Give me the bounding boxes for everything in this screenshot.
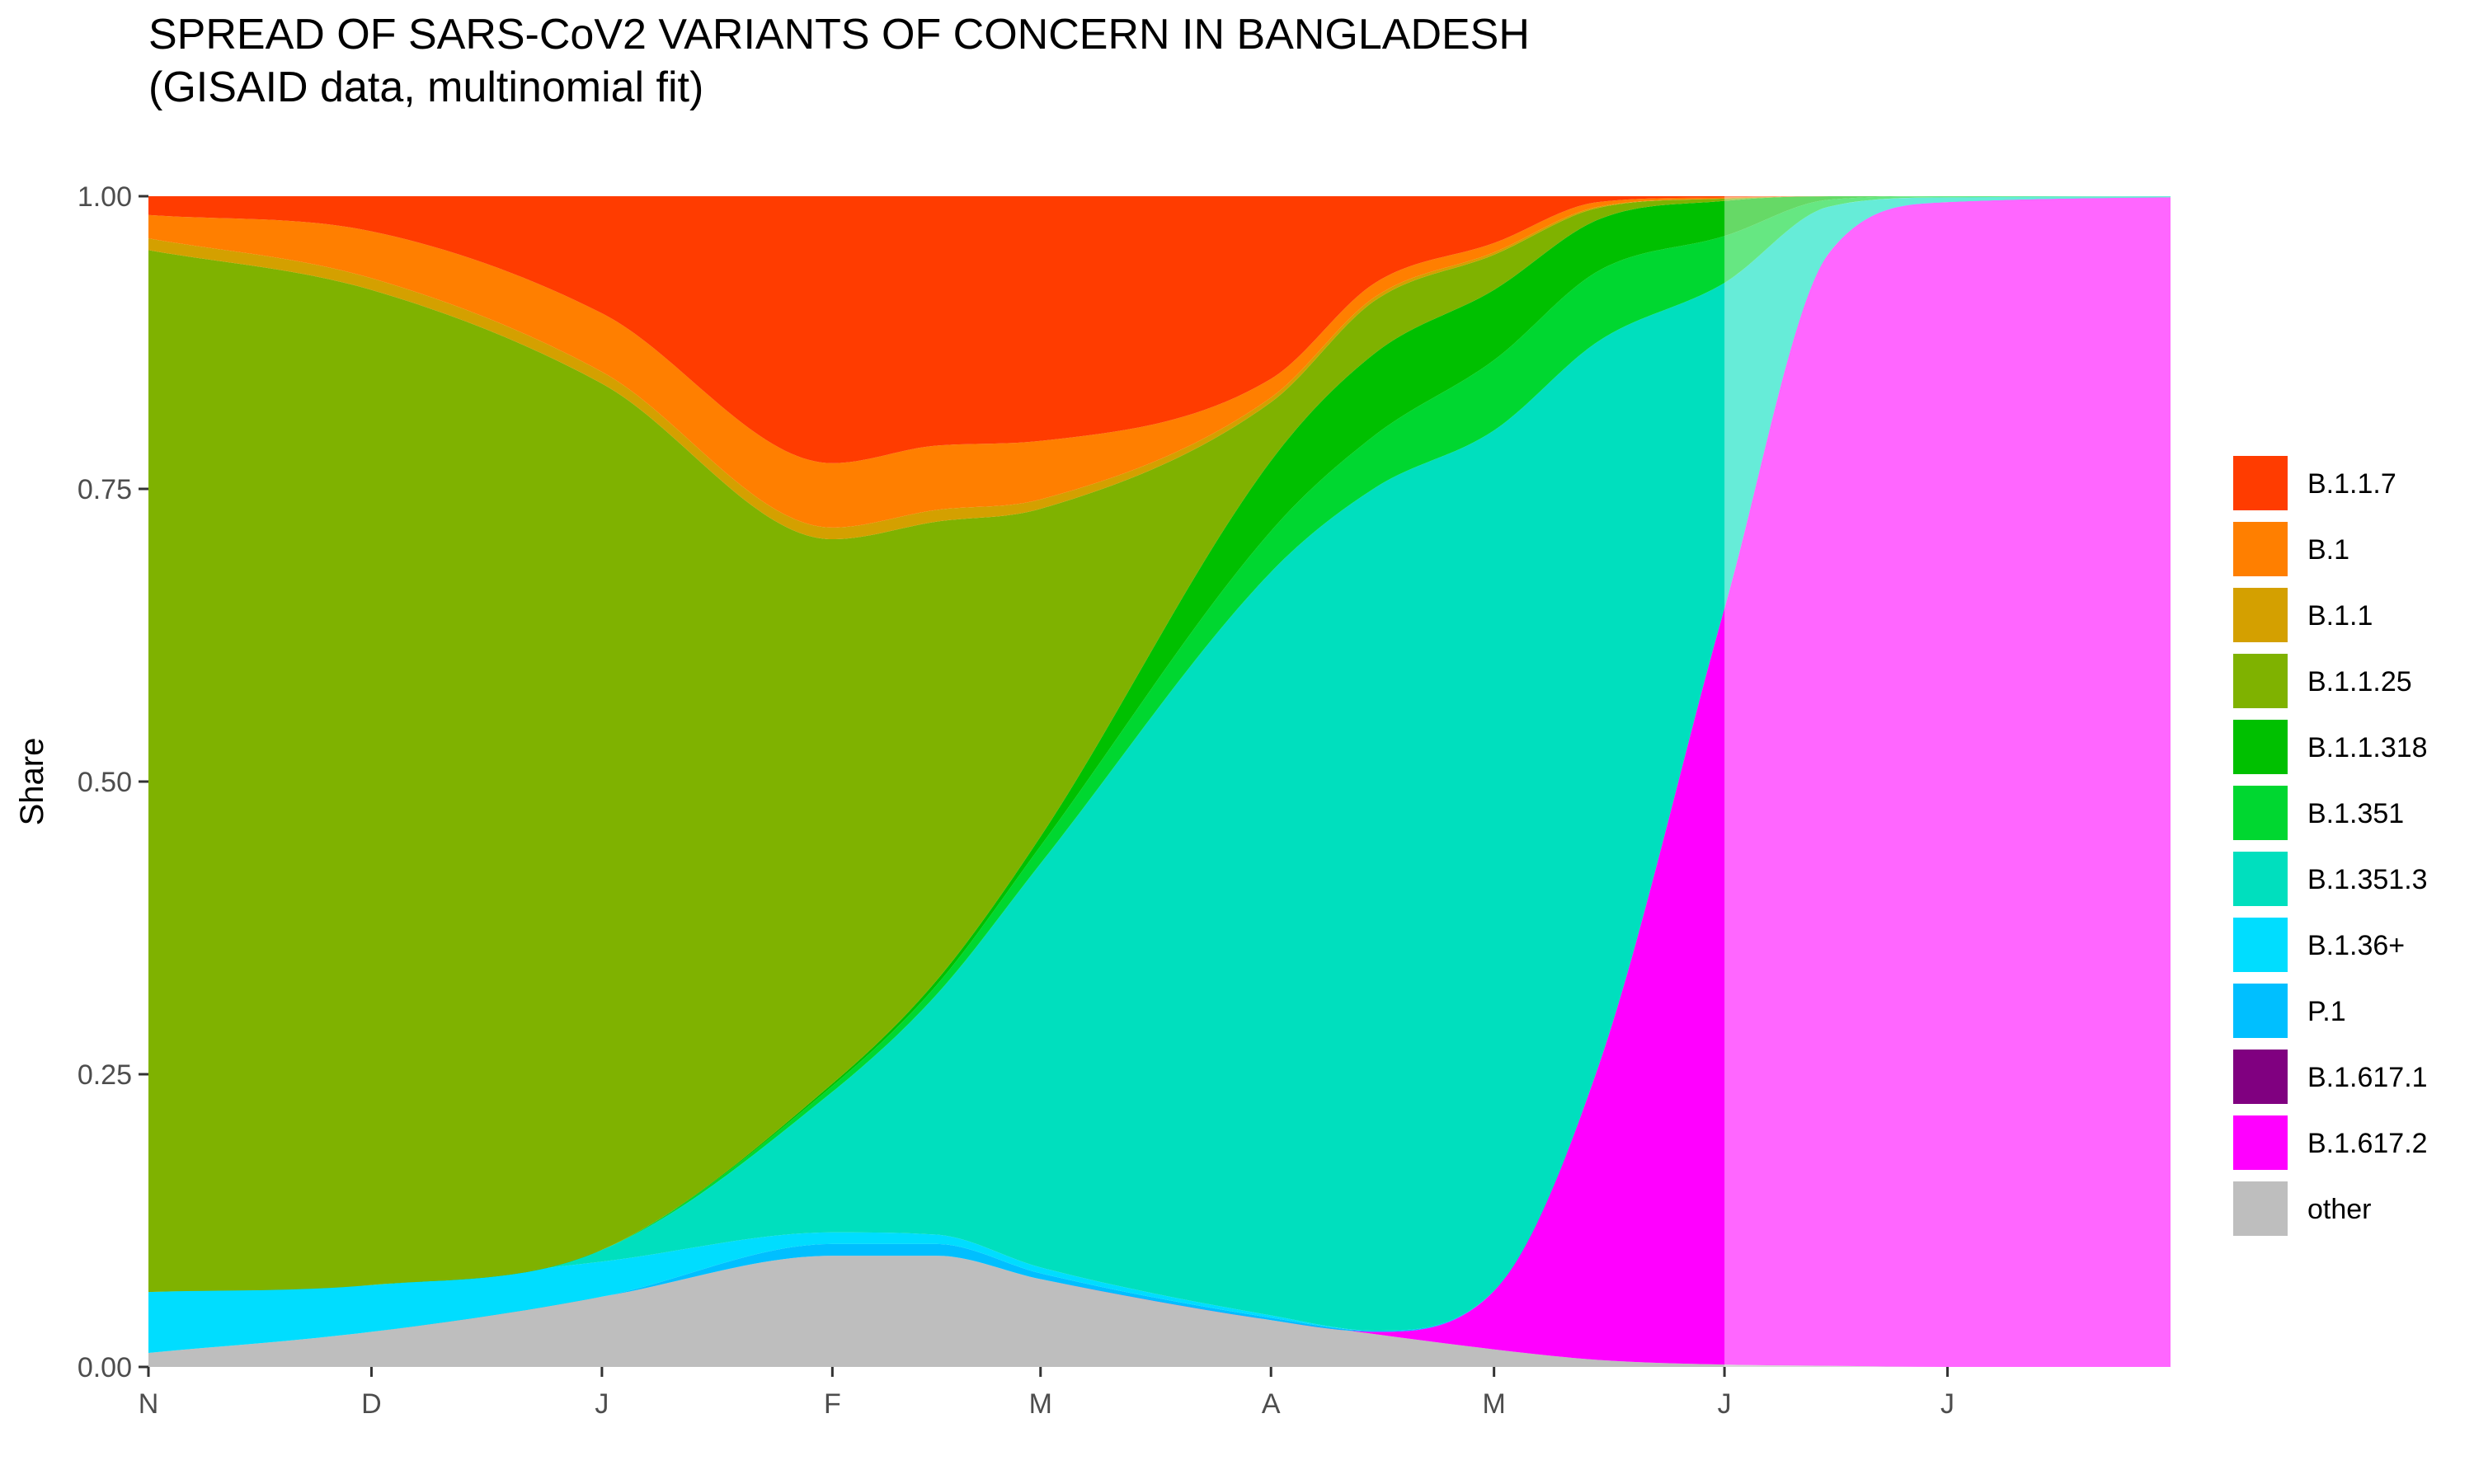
chart-title: SPREAD OF SARS-CoV2 VARIANTS OF CONCERN … (148, 11, 1530, 59)
legend-swatch-b-1-1 (2233, 588, 2288, 642)
legend-swatch-b-1-36- (2233, 918, 2288, 972)
legend-swatch-b-1-617-2 (2233, 1115, 2288, 1170)
x-tick-label: J (1940, 1388, 1954, 1420)
x-tick-label: F (824, 1388, 841, 1420)
area-b-1-351-3 (148, 196, 2171, 1331)
x-tick-label: N (139, 1388, 159, 1420)
area-b-1-1-25 (148, 196, 2171, 1293)
y-tick-label: 0.25 (78, 1059, 132, 1091)
x-tick-label: D (361, 1388, 382, 1420)
area-layers (148, 196, 2171, 1367)
legend-swatch-b-1 (2233, 522, 2288, 576)
y-axis-title: Share (14, 738, 50, 826)
area-b-1-1-7 (148, 196, 2171, 463)
legend-label: B.1.1.7 (2307, 468, 2396, 500)
y-tick-label: 1.00 (78, 181, 132, 213)
legend-label: B.1 (2307, 534, 2349, 566)
legend-swatch-b-1-351 (2233, 786, 2288, 840)
x-tick-label: M (1482, 1388, 1505, 1420)
legend-label: B.1.351.3 (2307, 864, 2428, 895)
y-tick-label: 0.50 (78, 767, 132, 798)
x-tick-label: J (595, 1388, 609, 1420)
legend-label: B.1.1.25 (2307, 666, 2412, 697)
legend-label: P.1 (2307, 996, 2346, 1027)
legend: B.1.1.7 B.1 B.1.1 B.1.1.25 B.1.1.318 B.1.351 B… (2233, 456, 2428, 1236)
legend-swatch-other (2233, 1181, 2288, 1236)
forecast-overlay (1724, 196, 2171, 1367)
legend-label: B.1.351 (2307, 798, 2404, 829)
legend-label: B.1.1.318 (2307, 732, 2428, 763)
x-tick-label: M (1029, 1388, 1052, 1420)
legend-label: B.1.1 (2307, 600, 2373, 632)
legend-label: B.1.617.2 (2307, 1128, 2428, 1159)
legend-swatch-b-1-351-3 (2233, 852, 2288, 906)
area-other (148, 1256, 2171, 1367)
area-b-1-617-2 (148, 197, 2171, 1367)
y-tick-label: 0.00 (78, 1352, 132, 1383)
legend-label: B.1.36+ (2307, 930, 2405, 961)
y-tick-label: 0.75 (78, 474, 132, 505)
legend-swatch-b-1-617-1 (2233, 1050, 2288, 1104)
legend-swatch-b-1-1-7 (2233, 456, 2288, 510)
x-tick-label: J (1718, 1388, 1732, 1420)
legend-label: other (2307, 1194, 2372, 1225)
area-b-1 (148, 196, 2171, 528)
legend-label: B.1.617.1 (2307, 1062, 2428, 1093)
y-axis: 0.00 0.25 0.50 0.75 1.00 (78, 181, 148, 1383)
legend-swatch-b-1-1-25 (2233, 654, 2288, 708)
legend-swatch-b-1-1-318 (2233, 720, 2288, 774)
chart-subtitle: (GISAID data, multinomial fit) (148, 63, 704, 111)
legend-swatch-p-1 (2233, 984, 2288, 1038)
x-tick-label: A (1262, 1388, 1281, 1420)
chart-title-block: SPREAD OF SARS-CoV2 VARIANTS OF CONCERN … (148, 8, 1530, 114)
